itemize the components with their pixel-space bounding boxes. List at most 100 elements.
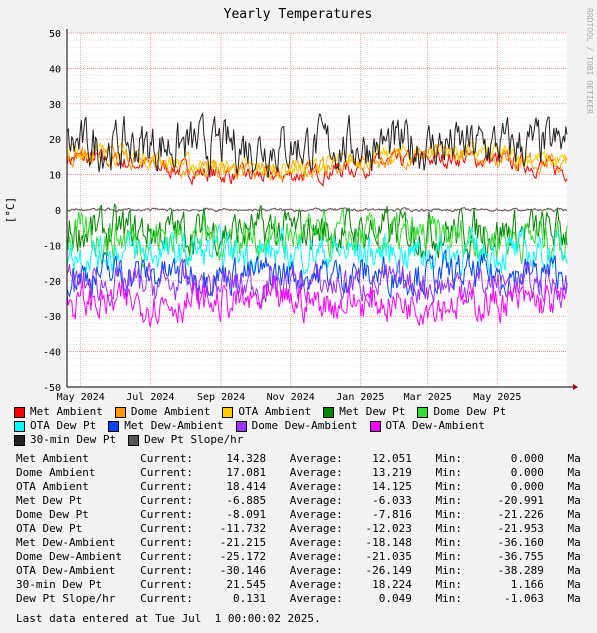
legend-swatch [235,420,247,432]
stat-average-label: Average: [289,522,343,535]
stat-min-label: Min: [435,466,463,479]
y-tick-label: -30 [43,312,61,323]
stat-series-name: Met Dew-Ambient [16,536,116,549]
series-line-7 [66,258,568,311]
stat-current-value: 18.414 [226,480,267,493]
series-line-2 [66,139,568,180]
stat-max-label: Ma [567,522,581,535]
stat-average-value: 18.224 [372,578,412,591]
stat-gap [266,578,290,592]
stat-current-value: -25.172 [219,550,267,563]
stat-gap [544,536,568,550]
stat-current-value: 17.081 [226,466,267,479]
y-tick-label: 50 [49,29,61,40]
legend-label: Dome Dew Pt [433,405,507,418]
stat-min-label: Min: [435,578,463,591]
stat-current-label: Current: [140,564,194,577]
stat-current-label: Current: [140,466,194,479]
stat-series-name: Dome Dew-Ambient [16,550,122,563]
x-tick-label: Nov 2024 [267,392,315,403]
x-axis-arrow [573,384,578,390]
stat-min-value: -36.160 [497,536,544,549]
stat-min-label: Min: [435,508,463,521]
legend-label: Met Dew Pt [339,405,406,418]
stats-table: Met Ambient Current: 14.328 Average: 12.051 M… [16,452,597,606]
stat-min-label: Min: [435,494,463,507]
stat-max-label: Ma [567,480,581,493]
stat-current-value: -8.091 [226,508,267,521]
stat-average-label: Average: [289,578,343,591]
stat-min-label: Min: [435,480,463,493]
stat-gap [266,536,290,550]
y-tick-label: -40 [43,348,61,359]
legend-item: Dome Dew Pt [417,405,506,419]
stat-average-value: -12.023 [365,522,412,535]
series-line-9 [66,112,568,178]
series-line-8 [66,275,568,327]
stat-gap [266,508,290,522]
legend-label: OTA Dew-Ambient [385,419,485,432]
stat-current-label: Current: [140,536,194,549]
legend-swatch [114,406,126,418]
stat-average-label: Average: [289,480,343,493]
stat-min-value: -38.289 [497,564,544,577]
legend-row: OTA Dew Pt Met Dew-Ambient Dome Dew-Ambien… [14,419,597,433]
stats-row: Met Dew Pt Current: -6.885 Average: -6.033 Mi… [16,494,597,508]
stat-min-label: Min: [435,592,463,605]
stat-gap [412,564,436,578]
stat-gap [412,522,436,536]
stat-series-name: Met Ambient [16,452,89,465]
stat-gap [412,508,436,522]
stats-row: OTA Dew-Ambient Current: -30.146 Average: -2… [16,564,597,578]
legend: Met Ambient Dome Ambient OTA Ambient Met De… [14,405,597,447]
stats-row: Dome Ambient Current: 17.081 Average: 13.219… [16,466,597,480]
stat-average-label: Average: [289,536,343,549]
stats-row: Met Ambient Current: 14.328 Average: 12.051 M… [16,452,597,466]
legend-item: OTA Ambient [222,405,311,419]
series-line-3 [66,203,568,260]
stat-gap [412,536,436,550]
stat-series-name: 30-min Dew Pt [16,578,103,591]
y-tick-label: 40 [49,64,61,75]
stat-series-name: Dome Ambient [16,466,96,479]
stat-gap [544,452,568,466]
y-tick-label: -50 [43,383,61,394]
x-tick-label: Jul 2024 [126,392,174,403]
series-line-5 [66,223,568,277]
stat-gap [412,466,436,480]
stat-average-label: Average: [289,550,343,563]
stat-average-label: Average: [289,564,343,577]
stat-gap [266,494,290,508]
stat-gap [544,550,568,564]
legend-item: OTA Dew Pt [14,419,96,433]
stat-gap [266,522,290,536]
legend-swatch [14,420,25,432]
stat-average-value: 13.219 [372,466,412,479]
stat-gap [412,480,436,494]
legend-swatch [128,434,140,446]
legend-item: OTA Dew-Ambient [369,419,485,433]
stat-average-value: -21.035 [365,550,412,563]
stat-max-label: Ma [567,494,581,507]
series-layer [66,112,568,327]
stat-average-label: Average: [289,508,343,521]
y-tick-label: -10 [43,241,61,252]
stat-min-value: -1.063 [504,592,544,605]
legend-swatch [222,406,234,418]
stat-gap [544,466,568,480]
stat-gap [266,592,290,606]
stat-min-label: Min: [435,550,463,563]
stats-row: OTA Dew Pt Current: -11.732 Average: -12.023… [16,522,597,536]
chart-title: Yearly Temperatures [224,7,373,22]
legend-swatch [14,406,25,418]
legend-label: OTA Ambient [238,405,312,418]
stat-gap [266,452,290,466]
legend-label: Dome Dew-Ambient [251,419,358,432]
stat-gap [412,578,436,592]
stat-gap [544,508,568,522]
legend-swatch [417,406,429,418]
stat-current-label: Current: [140,452,194,465]
stat-gap [412,550,436,564]
stat-current-label: Current: [140,494,194,507]
